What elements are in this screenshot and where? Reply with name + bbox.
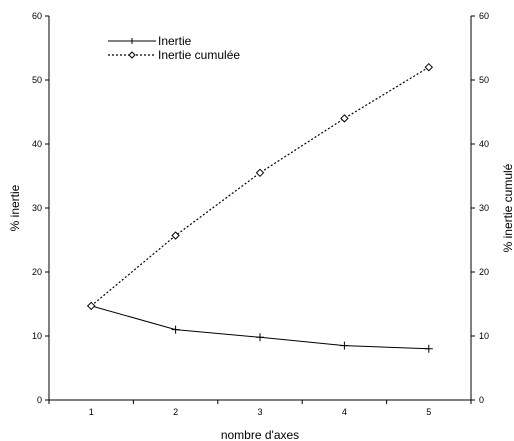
right-y-tick-label-2: 20	[479, 267, 489, 277]
right-y-tick-label-6: 60	[479, 11, 489, 21]
left-y-tick-label-3: 30	[32, 203, 42, 213]
legend-item-inertie: Inertie	[108, 34, 192, 48]
legend-marker-inertie	[129, 38, 135, 44]
series-0-point-4	[424, 344, 433, 353]
legend: Inertie Inertie cumulée	[108, 34, 240, 62]
legend-label-inertie-cumulee: Inertie cumulée	[158, 48, 240, 62]
series-0-line	[91, 305, 429, 350]
left-y-tick-label-5: 50	[32, 75, 42, 85]
ticks-layer: 0 0 10 10 20 20 30 30 40 40 50 50 60 60 1 2 3 4 5	[32, 11, 489, 417]
series-0-point-2	[256, 333, 264, 342]
series-0-point-3	[340, 341, 349, 350]
x-tick-label-4: 5	[426, 407, 431, 417]
series-1-point-0	[86, 301, 96, 311]
x-tick-label-0: 1	[89, 407, 94, 417]
right-y-tick-label-3: 30	[479, 203, 489, 213]
right-y-axis-title: % inertie cumulé	[501, 163, 514, 252]
legend-item-inertie-cumulee: Inertie cumulée	[108, 48, 240, 62]
right-y-tick-label-1: 10	[479, 331, 489, 341]
series-1-line	[90, 66, 430, 307]
x-tick-label-1: 2	[173, 407, 178, 417]
right-y-tick-label-0: 0	[479, 395, 484, 405]
series-1-point-2	[255, 168, 265, 178]
x-axis-title: nombre d'axes	[221, 428, 299, 441]
left-y-tick-label-0: 0	[37, 395, 42, 405]
right-y-tick-label-5: 50	[479, 75, 489, 85]
x-tick-label-2: 3	[257, 407, 262, 417]
left-y-axis-title: % inertie	[8, 184, 22, 231]
right-y-tick-label-4: 40	[479, 139, 489, 149]
legend-marker-inertie-cumulee	[128, 51, 136, 59]
series-1-point-1	[171, 231, 180, 240]
series-1-point-4	[424, 62, 434, 72]
series-0-point-1	[171, 325, 180, 334]
series-1-point-3	[340, 114, 349, 123]
left-y-tick-label-6: 60	[32, 11, 42, 21]
series-layer	[86, 62, 434, 353]
legend-label-inertie: Inertie	[158, 34, 192, 48]
left-y-tick-label-4: 40	[32, 139, 42, 149]
left-y-tick-label-1: 10	[32, 331, 42, 341]
left-y-tick-label-2: 20	[32, 267, 42, 277]
x-tick-label-3: 4	[342, 407, 347, 417]
